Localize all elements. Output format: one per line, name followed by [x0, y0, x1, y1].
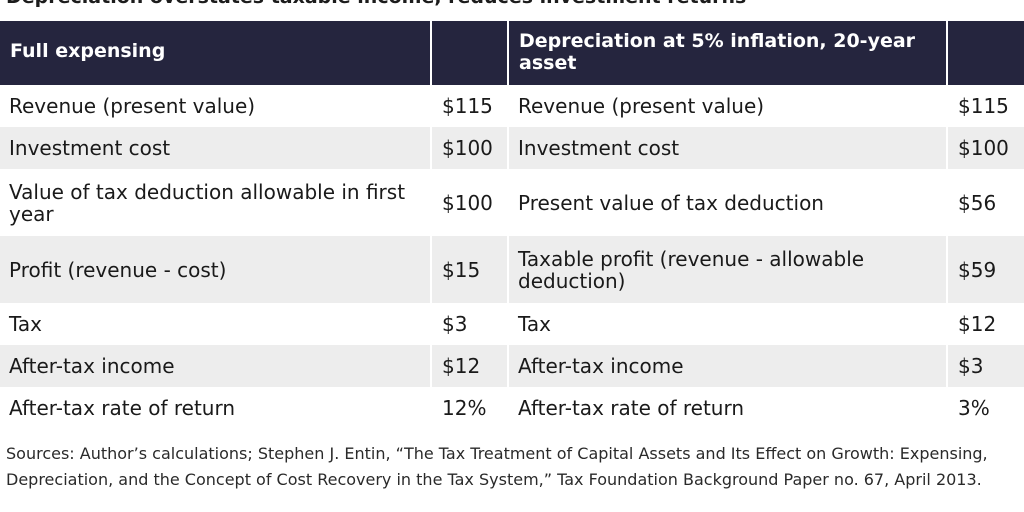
source-note: Sources: Author’s calculations; Stephen …	[6, 444, 988, 489]
table-row: Investment cost $100 Investment cost $10…	[0, 127, 1024, 169]
left-label-cell: After-tax rate of return	[0, 387, 432, 429]
table-row: After-tax income $12 After-tax income $3	[0, 345, 1024, 387]
right-value-cell: $115	[947, 85, 1024, 127]
comparison-table: Full expensing Depreciation at 5% inflat…	[0, 21, 1024, 429]
right-label-cell: Investment cost	[508, 127, 948, 169]
right-label-cell: After-tax income	[508, 345, 948, 387]
right-value-cell: $12	[947, 303, 1024, 345]
table-title: Depreciation overstates taxable income, …	[6, 0, 746, 8]
right-value-cell: $3	[947, 345, 1024, 387]
header-row: Full expensing Depreciation at 5% inflat…	[0, 21, 1024, 85]
left-label-cell: Profit (revenue - cost)	[0, 236, 432, 303]
right-value-cell: 3%	[947, 387, 1024, 429]
left-value-cell: 12%	[431, 387, 509, 429]
right-label-cell: Tax	[508, 303, 948, 345]
right-label-cell: After-tax rate of return	[508, 387, 948, 429]
header-depreciation: Depreciation at 5% inflation, 20-year as…	[508, 21, 948, 85]
table-row: Revenue (present value) $115 Revenue (pr…	[0, 85, 1024, 127]
left-label-cell: Value of tax deduction allowable in firs…	[0, 169, 432, 236]
header-full-expensing: Full expensing	[0, 21, 432, 85]
right-label-cell: Revenue (present value)	[508, 85, 948, 127]
left-label-cell: After-tax income	[0, 345, 432, 387]
table-row: Profit (revenue - cost) $15 Taxable prof…	[0, 236, 1024, 303]
left-label-cell: Investment cost	[0, 127, 432, 169]
left-value-cell: $12	[431, 345, 509, 387]
left-value-cell: $100	[431, 127, 509, 169]
left-value-cell: $115	[431, 85, 509, 127]
header-full-expensing-value	[431, 21, 509, 85]
left-label-cell: Revenue (present value)	[0, 85, 432, 127]
table-row: After-tax rate of return 12% After-tax r…	[0, 387, 1024, 429]
table-row: Tax $3 Tax $12	[0, 303, 1024, 345]
left-label-cell: Tax	[0, 303, 432, 345]
right-value-cell: $100	[947, 127, 1024, 169]
right-value-cell: $56	[947, 169, 1024, 236]
left-value-cell: $15	[431, 236, 509, 303]
left-value-cell: $3	[431, 303, 509, 345]
right-label-cell: Taxable profit (revenue - allowable dedu…	[508, 236, 948, 303]
header-depreciation-value	[947, 21, 1024, 85]
right-label-cell: Present value of tax deduction	[508, 169, 948, 236]
table-row: Value of tax deduction allowable in firs…	[0, 169, 1024, 236]
right-value-cell: $59	[947, 236, 1024, 303]
left-value-cell: $100	[431, 169, 509, 236]
